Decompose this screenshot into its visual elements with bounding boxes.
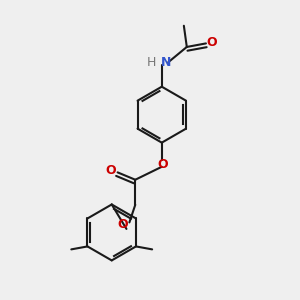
Text: O: O [106, 164, 116, 177]
Text: O: O [157, 158, 168, 171]
Text: O: O [206, 36, 217, 49]
Text: O: O [118, 218, 128, 231]
Text: H: H [147, 56, 156, 69]
Text: N: N [160, 56, 171, 69]
